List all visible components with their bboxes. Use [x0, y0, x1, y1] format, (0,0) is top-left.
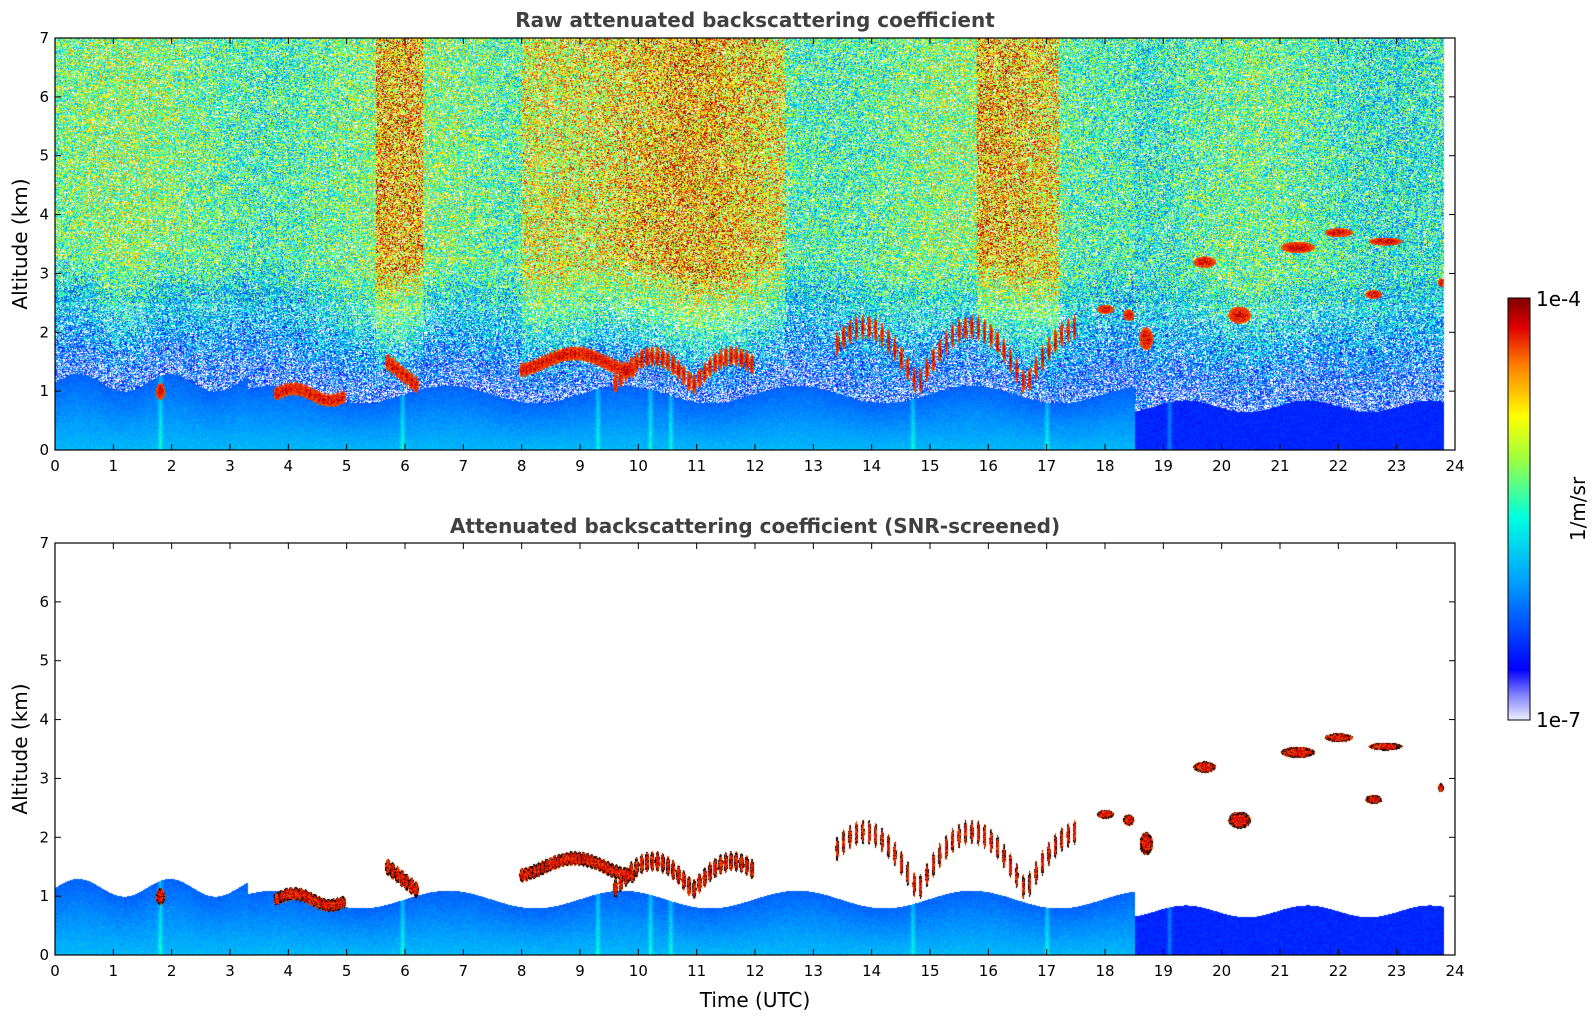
raw-x-tick-label: 2: [167, 457, 177, 475]
screened-x-tick-label: 15: [920, 962, 939, 980]
raw-x-tick-label: 16: [979, 457, 998, 475]
screened-x-tick-label: 13: [804, 962, 823, 980]
screened-y-tick-label: 3: [39, 769, 49, 787]
raw-x-tick-label: 19: [1154, 457, 1173, 475]
screened-x-tick-label: 16: [979, 962, 998, 980]
screened-y-tick-label: 1: [39, 887, 49, 905]
screened-x-tick-label: 19: [1154, 962, 1173, 980]
raw-y-axis-label: Altitude (km): [8, 178, 32, 309]
screened-x-tick-label: 2: [167, 962, 177, 980]
raw-x-tick-label: 15: [920, 457, 939, 475]
screened-x-tick-label: 12: [745, 962, 764, 980]
colorbar-gradient: [1507, 297, 1531, 721]
screened-x-tick-label: 9: [575, 962, 585, 980]
panel-raw: Raw attenuated backscattering coefficien…: [8, 8, 1465, 475]
raw-y-tick-label: 5: [39, 147, 49, 165]
panel-raw-title: Raw attenuated backscattering coefficien…: [515, 8, 995, 32]
raw-x-tick-label: 12: [745, 457, 764, 475]
screened-y-tick-label: 7: [39, 534, 49, 552]
screened-x-tick-label: 17: [1037, 962, 1056, 980]
raw-x-tick-label: 6: [400, 457, 410, 475]
raw-x-tick-label: 17: [1037, 457, 1056, 475]
screened-x-tick-label: 8: [517, 962, 527, 980]
screened-x-tick-label: 11: [687, 962, 706, 980]
screened-x-tick-label: 5: [342, 962, 352, 980]
screened-x-tick-label: 18: [1095, 962, 1114, 980]
screened-axes-ticks: 0 1 2 3 4 5 6 7 8 9 10 11 12 13 14 15 16 17 18 19 20 21 22 23 24…: [39, 534, 1464, 980]
screened-x-tick-label: 6: [400, 962, 410, 980]
screened-x-tick-label: 21: [1270, 962, 1289, 980]
raw-x-tick-label: 3: [225, 457, 235, 475]
raw-heatmap: [55, 38, 1455, 450]
screened-y-tick-label: 0: [39, 946, 49, 964]
colorbar-min-label: 1e-7: [1536, 708, 1581, 732]
raw-x-tick-label: 18: [1095, 457, 1114, 475]
screened-x-tick-label: 22: [1329, 962, 1348, 980]
raw-x-tick-label: 11: [687, 457, 706, 475]
raw-y-tick-label: 0: [39, 441, 49, 459]
raw-x-tick-label: 0: [50, 457, 60, 475]
screened-y-tick-label: 4: [39, 711, 49, 729]
raw-x-tick-label: 5: [342, 457, 352, 475]
raw-x-tick-label: 7: [459, 457, 469, 475]
raw-x-tick-label: 14: [862, 457, 881, 475]
screened-y-tick-label: 2: [39, 828, 49, 846]
raw-x-tick-label: 22: [1329, 457, 1348, 475]
raw-y-tick-label: 6: [39, 88, 49, 106]
raw-x-tick-label: 21: [1270, 457, 1289, 475]
raw-x-tick-label: 23: [1387, 457, 1406, 475]
raw-y-tick-label: 3: [39, 264, 49, 282]
raw-x-tick-label: 10: [629, 457, 648, 475]
screened-x-tick-label: 7: [459, 962, 469, 980]
raw-x-tick-label: 9: [575, 457, 585, 475]
screened-y-axis-label: Altitude (km): [8, 683, 32, 814]
screened-x-tick-label: 3: [225, 962, 235, 980]
screened-x-tick-label: 20: [1212, 962, 1231, 980]
screened-x-tick-label: 14: [862, 962, 881, 980]
screened-x-tick-label: 4: [284, 962, 294, 980]
raw-x-tick-label: 1: [109, 457, 119, 475]
raw-y-tick-label: 2: [39, 323, 49, 341]
screened-x-tick-label: 0: [50, 962, 60, 980]
raw-x-tick-label: 8: [517, 457, 527, 475]
raw-x-tick-label: 20: [1212, 457, 1231, 475]
colorbar-max-label: 1e-4: [1536, 287, 1581, 311]
colorbar: 1e-4 1e-7 1/m/sr: [1507, 287, 1590, 732]
screened-y-tick-label: 5: [39, 652, 49, 670]
raw-x-tick-label: 4: [284, 457, 294, 475]
colorbar-unit-label: 1/m/sr: [1566, 476, 1590, 541]
raw-x-tick-label: 13: [804, 457, 823, 475]
screened-x-tick-label: 1: [109, 962, 119, 980]
panel-screened: Attenuated backscattering coefficient (S…: [8, 514, 1465, 1012]
raw-axes-ticks: 0 1 2 3 4 5 6 7 8 9 10 11 12 13 14 15 16 17 18 19 20 21 22 23 24…: [39, 29, 1464, 475]
panel-screened-title: Attenuated backscattering coefficient (S…: [450, 514, 1060, 538]
raw-y-tick-label: 7: [39, 29, 49, 47]
screened-x-tick-label: 24: [1445, 962, 1464, 980]
raw-x-tick-label: 24: [1445, 457, 1464, 475]
x-axis-label: Time (UTC): [699, 988, 811, 1012]
screened-x-tick-label: 10: [629, 962, 648, 980]
screened-x-tick-label: 23: [1387, 962, 1406, 980]
raw-y-tick-label: 4: [39, 206, 49, 224]
screened-heatmap: [55, 543, 1455, 955]
raw-y-tick-label: 1: [39, 382, 49, 400]
screened-y-tick-label: 6: [39, 593, 49, 611]
